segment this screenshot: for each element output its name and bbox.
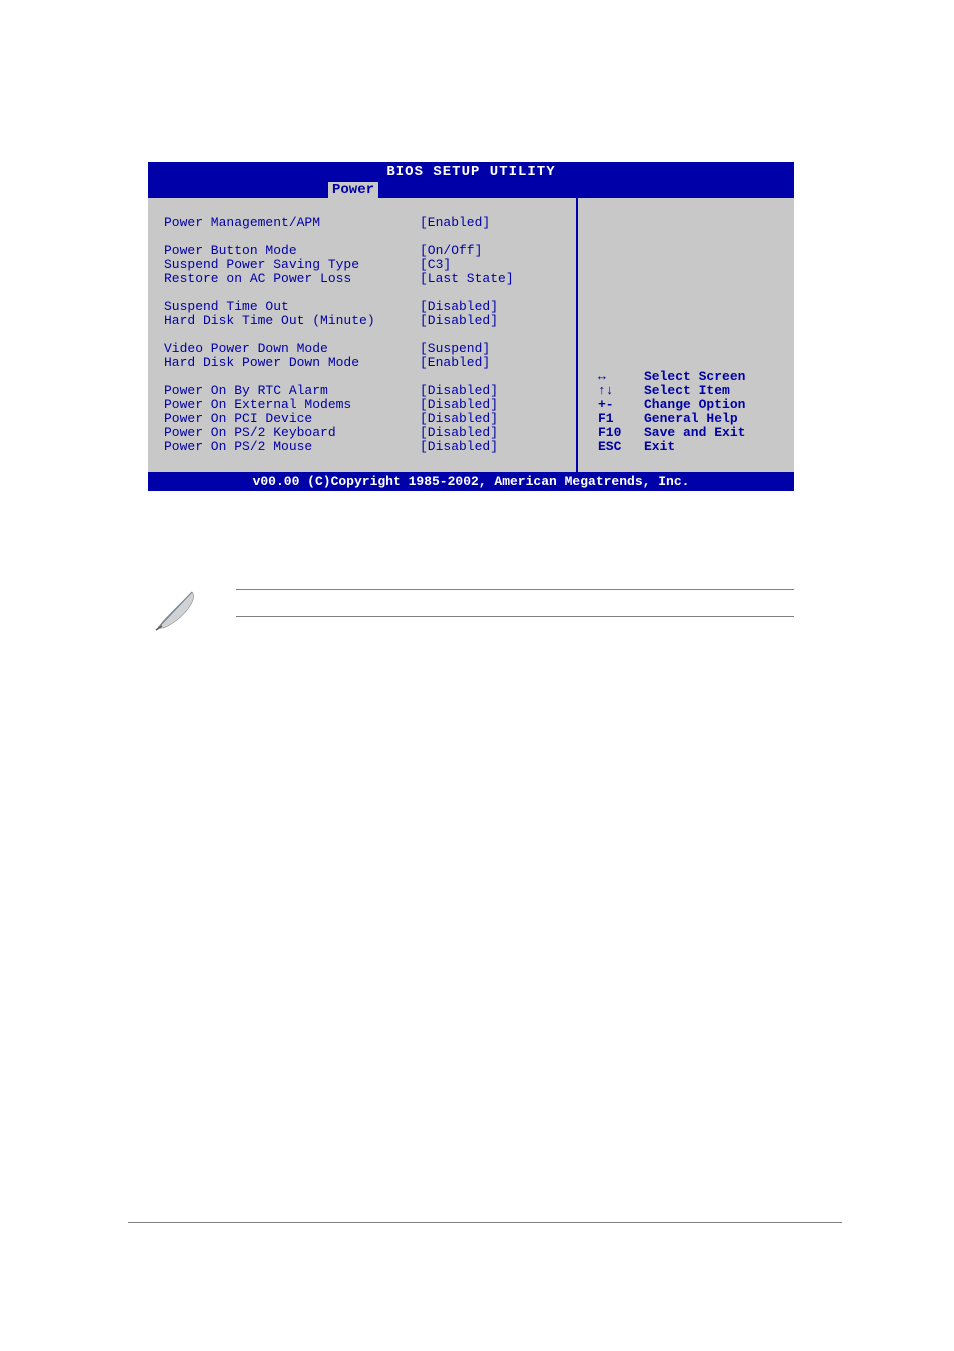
note-callout [152, 588, 794, 632]
page: BIOS SETUP UTILITY Power Power Managemen… [0, 0, 954, 1351]
nav-desc: Select Item [644, 384, 745, 398]
nav-hint-row: F1General Help [598, 412, 745, 426]
bios-tab-power[interactable]: Power [328, 182, 378, 198]
nav-hints: ↔Select Screen↑↓Select Item+-Change Opti… [598, 370, 745, 454]
setting-label: Power Button Mode [164, 244, 420, 258]
setting-value[interactable]: [On/Off] [420, 244, 576, 258]
setting-label: Power On PS/2 Keyboard [164, 426, 420, 440]
nav-hint-row: F10Save and Exit [598, 426, 745, 440]
setting-label: Power Management/APM [164, 216, 420, 230]
setting-label: Power On By RTC Alarm [164, 384, 420, 398]
nav-desc: Save and Exit [644, 426, 745, 440]
nav-key: F10 [598, 426, 644, 440]
setting-label: Power On PCI Device [164, 412, 420, 426]
setting-row[interactable]: Power On By RTC Alarm[Disabled] [164, 384, 576, 398]
setting-row[interactable]: Restore on AC Power Loss[Last State] [164, 272, 576, 286]
setting-value[interactable]: [C3] [420, 258, 576, 272]
bios-settings-panel: Power Management/APM[Enabled]Power Butto… [148, 198, 576, 472]
nav-desc: Change Option [644, 398, 745, 412]
setting-spacer [164, 328, 576, 342]
nav-desc: Exit [644, 440, 745, 454]
setting-row[interactable]: Suspend Time Out[Disabled] [164, 300, 576, 314]
bios-tab-bar: Power [148, 182, 794, 198]
setting-value[interactable]: [Suspend] [420, 342, 576, 356]
setting-label: Suspend Power Saving Type [164, 258, 420, 272]
setting-value[interactable]: [Disabled] [420, 398, 576, 412]
setting-label: Power On External Modems [164, 398, 420, 412]
setting-label: Hard Disk Time Out (Minute) [164, 314, 420, 328]
setting-label: Video Power Down Mode [164, 342, 420, 356]
nav-key: F1 [598, 412, 644, 426]
bios-footer: v00.00 (C)Copyright 1985-2002, American … [148, 472, 794, 491]
setting-row[interactable]: Power Management/APM[Enabled] [164, 216, 576, 230]
setting-row[interactable]: Video Power Down Mode[Suspend] [164, 342, 576, 356]
nav-key: ↑↓ [598, 384, 644, 398]
setting-row[interactable]: Power On PS/2 Mouse[Disabled] [164, 440, 576, 454]
nav-desc: General Help [644, 412, 745, 426]
setting-value[interactable]: [Disabled] [420, 440, 576, 454]
nav-desc: Select Screen [644, 370, 745, 384]
setting-value[interactable]: [Disabled] [420, 384, 576, 398]
nav-key: ESC [598, 440, 644, 454]
setting-row[interactable]: Power Button Mode[On/Off] [164, 244, 576, 258]
note-rule-bottom [236, 616, 794, 617]
bios-title: BIOS SETUP UTILITY [148, 162, 794, 182]
setting-value[interactable]: [Last State] [420, 272, 576, 286]
setting-value[interactable]: [Disabled] [420, 300, 576, 314]
page-footer-rule [128, 1222, 842, 1223]
quill-pen-icon [152, 584, 202, 634]
note-rule-top [236, 589, 794, 590]
setting-spacer [164, 370, 576, 384]
note-rule-lines [236, 588, 794, 643]
setting-row[interactable]: Power On PCI Device[Disabled] [164, 412, 576, 426]
setting-value[interactable]: [Disabled] [420, 426, 576, 440]
setting-spacer [164, 286, 576, 300]
nav-hint-row: ↑↓Select Item [598, 384, 745, 398]
bios-help-panel: ↔Select Screen↑↓Select Item+-Change Opti… [576, 198, 794, 472]
setting-label: Hard Disk Power Down Mode [164, 356, 420, 370]
setting-row[interactable]: Suspend Power Saving Type[C3] [164, 258, 576, 272]
setting-label: Power On PS/2 Mouse [164, 440, 420, 454]
nav-hint-row: +-Change Option [598, 398, 745, 412]
setting-value[interactable]: [Enabled] [420, 356, 576, 370]
setting-row[interactable]: Hard Disk Time Out (Minute)[Disabled] [164, 314, 576, 328]
setting-label: Suspend Time Out [164, 300, 420, 314]
nav-key: ↔ [598, 370, 644, 384]
setting-spacer [164, 230, 576, 244]
setting-label: Restore on AC Power Loss [164, 272, 420, 286]
setting-value[interactable]: [Disabled] [420, 412, 576, 426]
setting-row[interactable]: Power On PS/2 Keyboard[Disabled] [164, 426, 576, 440]
nav-hint-row: ESCExit [598, 440, 745, 454]
setting-value[interactable]: [Enabled] [420, 216, 576, 230]
nav-hint-row: ↔Select Screen [598, 370, 745, 384]
setting-value[interactable]: [Disabled] [420, 314, 576, 328]
nav-key: +- [598, 398, 644, 412]
setting-row[interactable]: Hard Disk Power Down Mode[Enabled] [164, 356, 576, 370]
bios-screenshot: BIOS SETUP UTILITY Power Power Managemen… [148, 162, 794, 491]
setting-row[interactable]: Power On External Modems[Disabled] [164, 398, 576, 412]
bios-body: Power Management/APM[Enabled]Power Butto… [148, 198, 794, 472]
